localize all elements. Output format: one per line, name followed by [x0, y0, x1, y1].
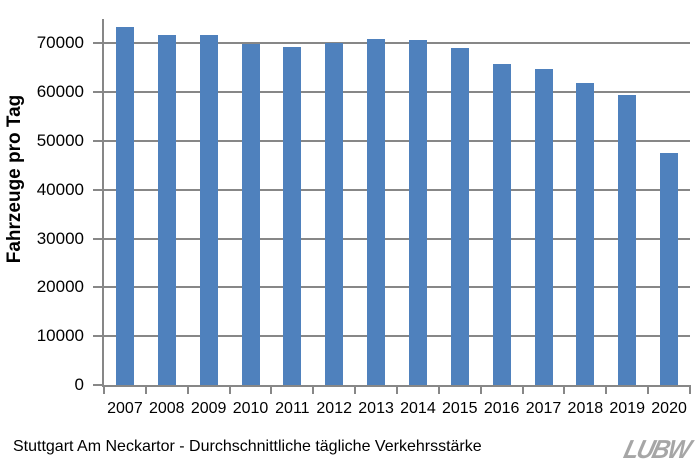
y-tick-10000: [93, 335, 102, 338]
x-tick-label-2013: 2013: [358, 400, 394, 417]
y-tick-60000: [93, 91, 102, 94]
x-tick-label-2014: 2014: [400, 400, 436, 417]
x-tick-label-2007: 2007: [107, 400, 143, 417]
bar-2009: [199, 35, 218, 385]
x-tick-label-2012: 2012: [316, 400, 352, 417]
y-tick-40000: [93, 188, 102, 191]
chart-caption: Stuttgart Am Neckartor - Durchschnittlic…: [13, 438, 482, 455]
lubw-logo: LUBW: [620, 434, 693, 464]
x-tick: [605, 385, 608, 394]
bar-2014: [408, 39, 427, 385]
x-tick: [103, 385, 105, 394]
bar-2016: [492, 63, 511, 385]
gridline-30000: [104, 237, 690, 240]
x-tick-label-2019: 2019: [609, 400, 645, 417]
y-tick-30000: [93, 237, 102, 240]
y-tick-50000: [93, 140, 102, 142]
x-tick: [521, 385, 524, 394]
x-tick-label-2017: 2017: [525, 400, 562, 417]
gridline-20000: [104, 286, 690, 289]
x-tick: [689, 385, 691, 394]
y-tick-0: [93, 384, 102, 386]
plot-area: [93, 19, 691, 394]
y-tick-label: 30000: [36, 228, 84, 248]
gridline-70000: [104, 42, 690, 45]
bar-2011: [283, 46, 302, 385]
y-tick-label: 60000: [36, 82, 84, 102]
x-tick: [228, 385, 231, 394]
gridline-50000: [104, 140, 690, 142]
x-tick-label-2020: 2020: [651, 400, 687, 417]
y-tick-label: 70000: [36, 33, 84, 53]
bar-2019: [618, 95, 637, 385]
bar-2013: [367, 38, 386, 385]
y-tick-label: 50000: [36, 131, 84, 150]
x-tick-label-2009: 2009: [190, 400, 227, 417]
bar-2017: [534, 69, 553, 385]
gridline-40000: [104, 188, 690, 191]
x-tick: [186, 385, 189, 394]
gridline-10000: [104, 335, 690, 338]
gridline-60000: [104, 91, 690, 94]
y-tick-label: 20000: [36, 277, 84, 297]
x-tick: [354, 385, 357, 394]
x-tick: [479, 385, 482, 394]
bar-2018: [576, 82, 595, 385]
x-tick-label-2011: 2011: [275, 400, 310, 417]
bar-2008: [157, 35, 176, 385]
x-tick-label-2008: 2008: [148, 400, 185, 417]
x-tick: [437, 385, 440, 394]
y-axis-line: [102, 19, 104, 387]
x-tick-label-2015: 2015: [441, 400, 478, 417]
y-axis-labels: 0 10000 20000 30000 40000 50000 60000 70000: [0, 19, 84, 393]
y-tick-70000: [93, 42, 102, 45]
x-tick-label-2010: 2010: [232, 400, 269, 417]
bar-2012: [325, 42, 344, 385]
bar-2020: [660, 152, 679, 385]
bar-2015: [450, 47, 469, 385]
y-tick-label: 40000: [36, 179, 84, 199]
bar-2010: [241, 43, 260, 385]
bar-2007: [115, 26, 134, 385]
x-tick-label-2016: 2016: [483, 400, 520, 417]
x-tick: [563, 385, 566, 394]
x-tick-label-2018: 2018: [567, 400, 604, 417]
x-tick: [396, 385, 398, 394]
y-tick-20000: [93, 286, 102, 289]
x-axis-labels: 2007 2008 2009 2010 2011 2012 2013 2014 2015 2016…: [104, 399, 690, 421]
x-tick: [647, 385, 650, 394]
y-tick-label: 0: [74, 375, 84, 394]
x-tick: [144, 385, 147, 394]
y-tick-label: 10000: [36, 326, 84, 346]
x-tick: [270, 385, 273, 394]
x-tick: [312, 385, 315, 394]
